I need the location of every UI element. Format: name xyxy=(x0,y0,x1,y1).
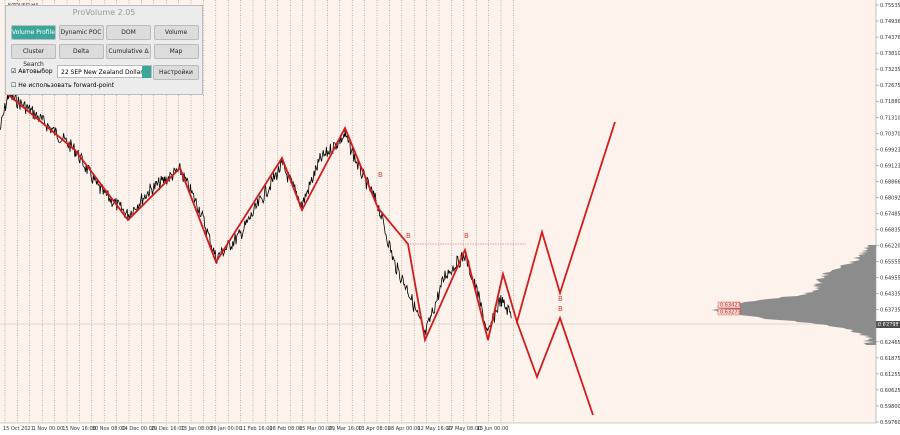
time-label: 30 Nov 08:00 xyxy=(92,426,126,432)
forward-point-label: Не использовать forward-point xyxy=(18,82,115,89)
auto-select[interactable]: ☑ Автовыбор xyxy=(11,68,53,75)
price-label: 0.69123 xyxy=(880,163,900,169)
price-label: 0.74936 xyxy=(880,19,900,25)
tool-button[interactable]: Map xyxy=(153,44,199,59)
price-label: 0.62465 xyxy=(880,340,900,346)
price-label: 0.75535 xyxy=(880,3,900,9)
price-label: 0.74376 xyxy=(880,35,900,41)
tool-button[interactable]: Cumulative Δ xyxy=(106,44,151,59)
price-marker: 0.63427 xyxy=(720,303,741,309)
current-price: 0.62798 xyxy=(878,322,899,328)
price-label: 0.71310 xyxy=(880,115,900,121)
provolume-panel: ProVolume 2.05 Volume Profile Dynamic POC… xyxy=(5,5,203,95)
time-label: 13 Apr 08:00 xyxy=(358,426,391,432)
price-label: 0.68092 xyxy=(880,195,900,201)
price-label: 0.66220 xyxy=(880,244,900,250)
instrument-label: 22 SEP New Zealand Dollar xyxy=(61,69,143,76)
price-label: 0.61255 xyxy=(880,372,900,378)
time-label: 13 Jan 08:00 xyxy=(181,426,213,432)
annotation: B xyxy=(558,305,563,313)
time-label: 15 Nov 16:00 xyxy=(62,426,96,432)
zigzag-projection xyxy=(516,315,594,416)
price-label: 0.63115 xyxy=(880,324,900,330)
time-label: 12 May 16:00 xyxy=(417,426,451,432)
time-label: 27 May 08:00 xyxy=(447,426,481,432)
price-marker: 0.63273 xyxy=(720,310,741,316)
annotation: B xyxy=(378,171,383,179)
time-label: 29 Mar 16:00 xyxy=(329,426,362,432)
annotation: B xyxy=(464,232,469,240)
price-label: 0.60625 xyxy=(880,388,900,394)
tool-button[interactable]: Volume Profile xyxy=(11,25,56,40)
current-price-box xyxy=(876,321,900,328)
instrument-select[interactable]: 22 SEP New Zealand Dollar xyxy=(57,65,152,78)
tool-button[interactable]: DOM xyxy=(106,25,151,40)
price-label: 0.59800 xyxy=(880,404,900,410)
price-label: 0.64955 xyxy=(880,276,900,282)
price-label: 0.71880 xyxy=(880,99,900,105)
volume-profile xyxy=(711,245,876,345)
time-label: 14 Dec 00:00 xyxy=(121,426,155,432)
price-label: 0.61875 xyxy=(880,356,900,362)
tool-button[interactable]: Cluster Search xyxy=(11,44,56,68)
price-line xyxy=(0,90,512,336)
price-label: 0.69923 xyxy=(880,147,900,153)
time-label: 13 Jun 00:00 xyxy=(477,426,509,432)
time-label: 15 Oct 2021 xyxy=(3,426,34,432)
time-label: 26 Jan 00:00 xyxy=(210,426,242,432)
marker-box xyxy=(717,308,741,316)
annotation: B xyxy=(558,295,563,303)
annotation: B xyxy=(406,232,411,240)
price-label: 0.72675 xyxy=(880,83,900,89)
price-label: 0.59760 xyxy=(880,420,900,426)
time-label: 11 Feb 16:00 xyxy=(240,426,273,432)
panel-title: ProVolume 2.05 xyxy=(72,8,136,17)
time-label: 28 Apr 00:00 xyxy=(388,426,421,432)
tool-button[interactable]: Dynamic POC xyxy=(58,25,104,40)
price-label: 0.73235 xyxy=(880,67,900,73)
time-label: 1 Nov 00:00 xyxy=(33,426,64,432)
time-label: 28 Feb 08:00 xyxy=(269,426,302,432)
price-label: 0.73810 xyxy=(880,51,900,57)
price-label: 0.66835 xyxy=(880,228,900,234)
auto-select-label: Автовыбор xyxy=(18,68,53,75)
time-label: 15 Mar 00:00 xyxy=(299,426,332,432)
price-label: 0.70370 xyxy=(880,131,900,137)
time-label: 29 Dec 16:00 xyxy=(151,426,185,432)
tool-button[interactable]: Delta xyxy=(58,44,104,59)
price-label: 0.68866 xyxy=(880,179,900,185)
price-label: 0.67485 xyxy=(880,212,900,218)
price-label: 0.64335 xyxy=(880,292,900,298)
price-label: 0.65555 xyxy=(880,260,900,266)
price-label: 0.63735 xyxy=(880,308,900,314)
tool-button[interactable]: Volume xyxy=(153,25,199,40)
forward-point[interactable]: ☐ Не использовать forward-point xyxy=(11,82,115,89)
marker-box xyxy=(717,301,741,309)
settings-button[interactable]: Настройки xyxy=(153,65,199,80)
zigzag xyxy=(4,91,616,344)
